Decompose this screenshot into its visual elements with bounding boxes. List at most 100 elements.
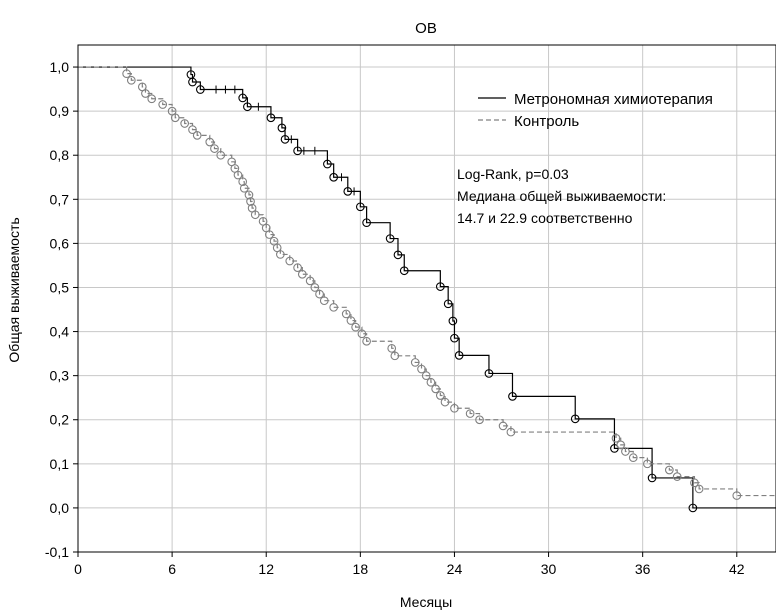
y-tick-label: 0,5 [50,279,70,295]
event-marker-control [732,491,742,500]
event-marker-control [285,256,295,266]
y-tick-label: 0,1 [50,456,70,472]
annotation-logrank: Log-Rank, p=0.03 [457,166,569,182]
y-tick-label: 0,2 [50,412,70,428]
y-tick-label: -0,1 [45,544,69,560]
event-marker-control [621,447,630,456]
event-marker-control [628,453,638,463]
event-marker-metronomic [238,93,248,103]
legend-label-metronomic: Метрономная химиотерапия [514,91,713,108]
event-marker-control [465,409,475,418]
event-marker-control [293,263,302,272]
event-marker-control [690,478,699,488]
event-marker-control [351,322,360,332]
event-marker-control [341,309,351,319]
series-line-control [78,66,776,497]
event-marker-control [205,137,215,147]
stats-annotation: Log-Rank, p=0.03 Медиана общей выживаемо… [457,166,666,226]
event-marker-metronomic [266,113,276,123]
x-tick-label: 36 [635,561,651,577]
event-marker-control [275,250,285,259]
event-marker-control [611,433,621,443]
y-tick-label: 0,6 [50,235,70,251]
grid [78,45,776,552]
y-tick-label: 0,7 [50,191,70,207]
event-marker-metronomic [508,392,517,401]
event-marker-control [694,484,704,494]
event-marker-control [244,190,254,200]
event-marker-control [357,329,367,339]
event-marker-control [440,397,450,407]
event-marker-metronomic [329,172,339,182]
event-marker-control [180,119,190,128]
plot-frame [77,44,776,553]
event-marker-control [297,269,307,279]
event-marker-control [664,465,674,475]
event-marker-metronomic [188,77,197,87]
event-marker-metronomic [688,503,698,513]
x-tick-label: 12 [258,561,274,577]
event-marker-control [265,230,274,239]
event-marker-control [506,427,516,437]
y-tick-label: 0,4 [50,324,70,340]
event-marker-control [410,358,420,367]
y-tick-label: 0,0 [50,500,70,516]
event-marker-metronomic [454,351,464,360]
event-marker-metronomic [355,202,365,212]
y-tick-label: 0,9 [50,103,70,119]
event-marker-control [310,283,320,292]
x-tick-label: 42 [729,561,745,577]
event-marker-metronomic [280,134,290,144]
event-marker-control [250,210,260,220]
x-tick-label: 6 [168,561,176,577]
event-marker-control [643,459,652,469]
marker-layer [122,69,742,513]
event-marker-control [126,75,136,85]
tick-layer: 0 6 12 18 24 30 36 42 -0,1 0,0 0,1 0,2 0,3 0,4 0,5 0,6 0… [45,59,745,577]
event-marker-control [390,351,400,361]
event-marker-control [147,94,157,104]
event-marker-control [238,177,248,187]
y-tick-label: 0,3 [50,368,70,384]
series-layer [78,66,776,509]
event-marker-control [387,343,397,353]
event-marker-control [141,89,150,98]
event-marker-control [362,336,371,346]
event-marker-control [233,170,243,180]
event-marker-control [122,69,131,79]
event-marker-metronomic [435,282,445,291]
annotation-median-values: 14.7 и 22.9 соответственно [457,210,633,226]
event-marker-control [305,276,315,286]
y-tick-label: 0,8 [50,147,70,163]
series-line-metronomic [78,66,776,509]
event-marker-metronomic [362,218,371,228]
event-marker-metronomic [393,250,403,260]
event-marker-control [435,391,445,400]
event-marker-control [417,364,426,374]
event-marker-metronomic [277,123,287,133]
legend: Метрономная химиотерапия Контроль [478,91,713,130]
x-tick-label: 18 [353,561,369,577]
event-marker-control [498,421,508,431]
event-marker-metronomic [195,85,205,94]
event-marker-metronomic [293,146,302,156]
event-marker-control [319,296,329,306]
event-marker-control [329,302,339,312]
event-marker-metronomic [343,187,353,196]
event-marker-metronomic [450,333,459,343]
event-marker-metronomic [243,102,252,112]
event-marker-control [210,144,219,153]
event-marker-metronomic [443,299,453,309]
event-marker-metronomic [323,159,332,169]
event-marker-control [246,197,255,206]
event-marker-metronomic [448,316,458,326]
legend-label-control: Контроль [514,113,579,130]
event-marker-control [188,125,197,134]
event-marker-control [431,384,440,394]
event-marker-control [315,289,324,299]
event-marker-metronomic [399,266,409,276]
event-marker-metronomic [647,473,657,483]
x-tick-label: 24 [447,561,463,577]
chart-title: OB [415,20,437,37]
